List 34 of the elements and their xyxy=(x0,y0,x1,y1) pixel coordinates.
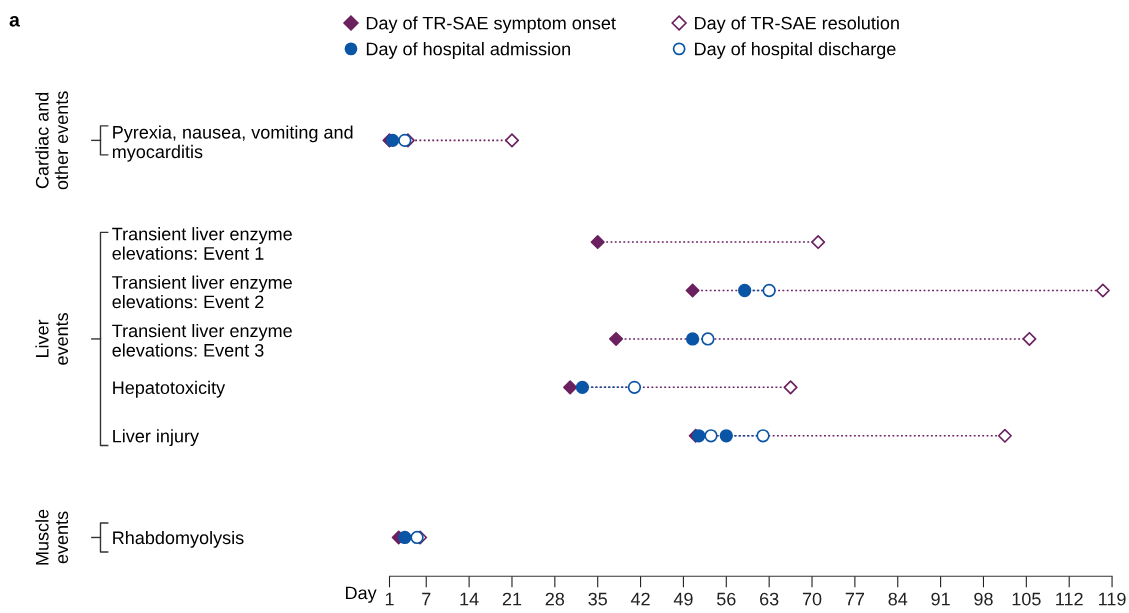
y-tick-label: Hepatotoxicity xyxy=(113,380,226,398)
y-tick-label: Pyrexia, nausea, vomiting and myocarditis xyxy=(112,125,353,162)
legend-label: Day of TR-SAE resolution xyxy=(695,16,899,34)
x-tick-label: 98 xyxy=(974,592,993,606)
x-tick-label: 91 xyxy=(931,592,950,606)
x-tick-label: 21 xyxy=(502,592,522,606)
x-tick-label: 77 xyxy=(845,592,865,606)
x-tick-label: 112 xyxy=(1056,592,1083,606)
x-tick-label: 1 xyxy=(385,592,394,606)
x-axis-title: Day xyxy=(346,586,377,603)
x-tick-label: 56 xyxy=(716,592,736,606)
text: a xyxy=(9,16,20,27)
x-tick-label: 119 xyxy=(1099,592,1126,606)
y-tick-label: Transient liver enzyme elevations: Event 1 xyxy=(112,227,292,260)
text: Cardiac and other events xyxy=(35,91,69,190)
text: Muscle events xyxy=(35,509,69,565)
x-tick-label: 14 xyxy=(460,592,479,606)
y-tick-label: Rhabdomyolysis xyxy=(113,530,244,548)
x-tick-label: 63 xyxy=(760,592,779,606)
x-tick-label: 42 xyxy=(630,592,650,606)
x-tick-label: 7 xyxy=(422,592,431,606)
legend-label: Day of hospital admission xyxy=(366,42,570,59)
y-tick-label: Transient liver enzyme elevations: Event 2 xyxy=(112,275,292,309)
text: Liver events xyxy=(35,312,69,365)
x-tick-label: 28 xyxy=(545,592,565,606)
y-tick-label: Liver injury xyxy=(113,429,199,447)
x-tick-label: 105 xyxy=(1012,592,1041,606)
x-tick-label: 49 xyxy=(673,592,693,606)
y-tick-label: Transient liver enzyme elevations: Event 3 xyxy=(112,323,292,357)
x-tick-label: 84 xyxy=(888,592,908,606)
legend-label: Day of hospital discharge xyxy=(695,42,896,59)
legend-label: Day of TR-SAE symptom onset xyxy=(366,16,616,34)
x-tick-label: 35 xyxy=(588,592,607,606)
x-tick-label: 70 xyxy=(802,592,822,606)
